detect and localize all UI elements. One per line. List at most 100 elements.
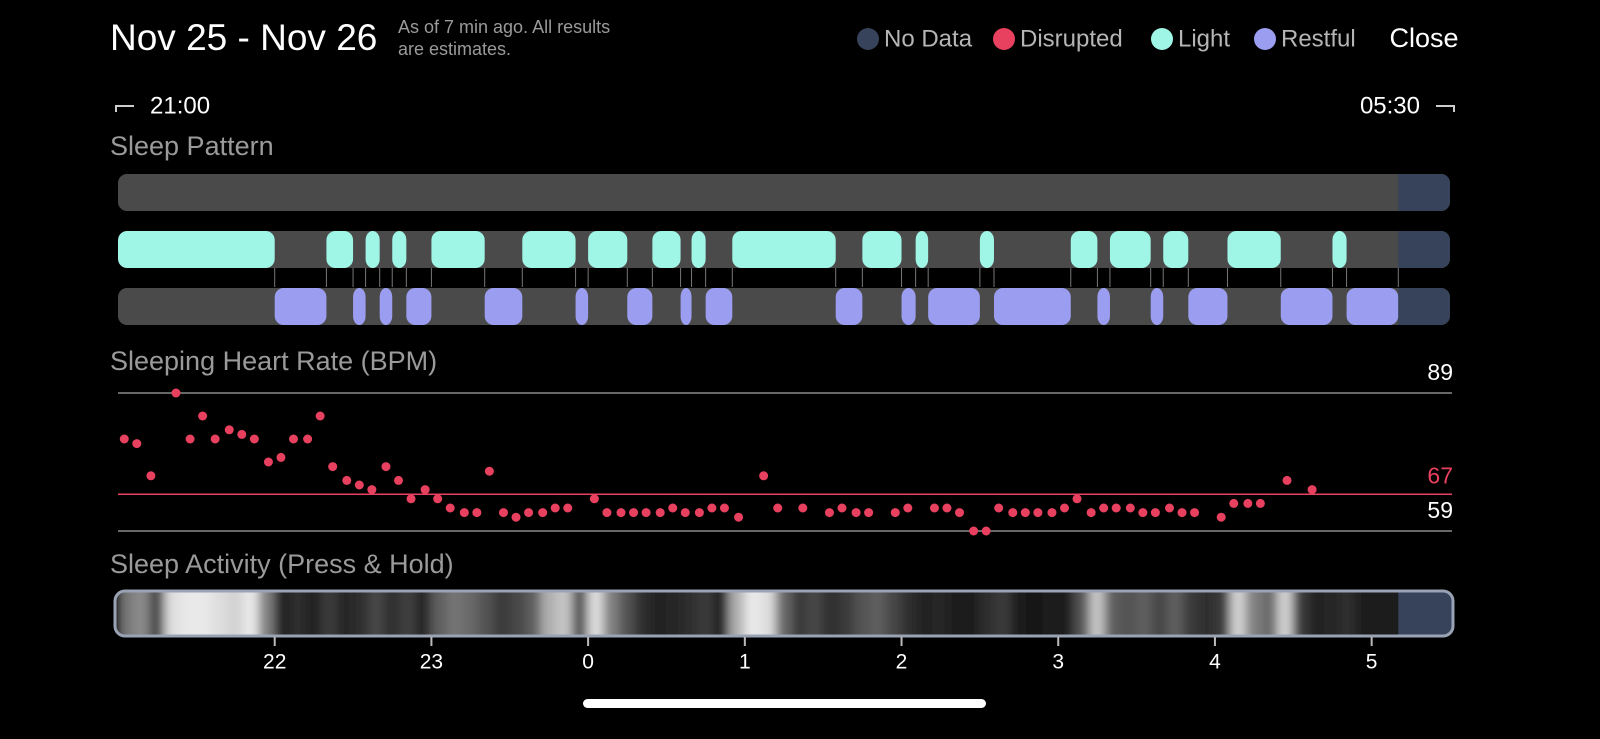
activity-cell	[1245, 592, 1263, 635]
legend-swatch	[857, 28, 879, 50]
x-tick-label: 0	[582, 651, 594, 674]
legend-label: No Data	[884, 25, 973, 52]
x-tick-label: 2	[896, 651, 908, 674]
activity-cell	[1136, 592, 1153, 635]
heart-rate-point	[146, 471, 156, 481]
stage-segment	[484, 288, 523, 325]
activity-cell	[446, 592, 464, 635]
heart-rate-point	[955, 508, 965, 518]
heart-rate-point	[1138, 508, 1148, 518]
heart-rate-point	[1229, 498, 1239, 508]
heart-rate-point	[1177, 508, 1187, 518]
heart-rate-point	[759, 471, 769, 481]
activity-cell	[791, 592, 809, 635]
heart-rate-point	[249, 434, 259, 444]
heart-rate-point	[641, 508, 651, 518]
activity-cell	[509, 592, 526, 635]
heart-rate-point	[303, 434, 313, 444]
activity-cell	[838, 592, 856, 635]
activity-cell	[665, 592, 683, 635]
no-data-segment	[1398, 231, 1450, 268]
heart-rate-point	[864, 508, 874, 518]
heart-rate-point	[289, 434, 299, 444]
heart-rate-point	[1060, 503, 1070, 513]
activity-cell	[556, 592, 573, 635]
heart-rate-point	[837, 503, 847, 513]
heart-rate-point	[185, 434, 195, 444]
activity-cell	[744, 592, 761, 635]
activity-cell	[759, 592, 777, 635]
activity-cell	[1151, 592, 1169, 635]
heart-rate-point	[981, 526, 991, 536]
stage-segment	[1227, 231, 1281, 268]
heart-rate-point	[589, 494, 599, 504]
stage-segment	[118, 231, 275, 268]
heart-rate-point	[538, 508, 548, 518]
activity-cell	[634, 592, 652, 635]
activity-cell	[1324, 592, 1341, 635]
title: Nov 25 - Nov 26	[110, 17, 377, 58]
activity-cell	[258, 592, 276, 635]
stage-segment	[392, 231, 407, 268]
no-data-segment	[1398, 592, 1452, 635]
stage-segment	[1097, 288, 1110, 325]
activity-cell	[477, 592, 495, 635]
stage-segment	[732, 231, 836, 268]
heart-rate-point	[1190, 508, 1200, 518]
heart-rate-point	[1072, 494, 1082, 504]
legend-swatch	[993, 28, 1015, 50]
row-track	[118, 174, 1450, 211]
activity-cell	[1261, 592, 1279, 635]
stage-segment	[326, 231, 354, 268]
close-button[interactable]: Close	[1389, 23, 1458, 53]
heart-rate-point	[1307, 485, 1317, 495]
x-tick-label: 22	[263, 651, 286, 674]
activity-cell	[869, 592, 887, 635]
activity-cell	[854, 592, 871, 635]
heart-rate-point	[472, 508, 482, 518]
activity-cell	[681, 592, 699, 635]
heart-rate-point	[668, 503, 678, 513]
activity-cell	[274, 592, 291, 635]
heart-rate-point	[394, 475, 404, 485]
heart-rate-point	[969, 526, 979, 536]
activity-cell	[117, 592, 135, 635]
stage-segment	[1346, 288, 1399, 325]
activity-cell	[383, 592, 401, 635]
activity-cell	[948, 592, 965, 635]
heart-rate-point	[119, 434, 129, 444]
stage-segment	[379, 288, 393, 325]
heart-rate-point	[210, 434, 220, 444]
heart-rate-point	[224, 425, 234, 435]
heart-rate-point	[1164, 503, 1174, 513]
activity-cell	[493, 592, 511, 635]
activity-cell	[289, 592, 307, 635]
heart-rate-point	[929, 503, 939, 513]
activity-cell	[1230, 592, 1247, 635]
legend-label: Light	[1178, 25, 1230, 52]
stage-segment	[705, 288, 733, 325]
heart-rate-point	[511, 512, 521, 522]
section-title: Sleeping Heart Rate (BPM)	[110, 346, 437, 376]
heart-rate-point	[773, 503, 783, 513]
activity-cell	[211, 592, 229, 635]
activity-cell	[1214, 592, 1232, 635]
heart-rate-point	[1008, 508, 1018, 518]
activity-cell	[1167, 592, 1185, 635]
section-title: Sleep Activity (Press & Hold)	[110, 549, 454, 579]
heart-rate-point	[1125, 503, 1135, 513]
activity-cell	[305, 592, 323, 635]
heart-rate-point	[342, 475, 352, 485]
heart-rate-point	[263, 457, 273, 467]
stage-segment	[1070, 231, 1098, 268]
heart-rate-point	[655, 508, 665, 518]
heart-rate-point	[903, 503, 913, 513]
activity-cell	[415, 592, 432, 635]
x-tick-label: 5	[1366, 651, 1378, 674]
activity-cell	[227, 592, 244, 635]
activity-cell	[822, 592, 840, 635]
range-start: 21:00	[150, 92, 210, 119]
legend-swatch	[1151, 28, 1173, 50]
stage-segment	[993, 288, 1071, 325]
